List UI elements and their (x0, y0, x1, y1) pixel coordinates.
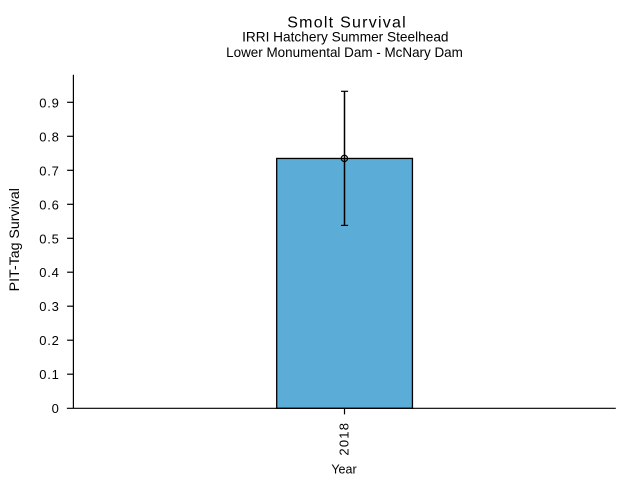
svg-text:Smolt Survival: Smolt Survival (287, 15, 407, 32)
svg-text:0.8: 0.8 (39, 129, 59, 144)
svg-text:2018: 2018 (336, 422, 351, 456)
svg-text:IRRI Hatchery Summer Steelhead: IRRI Hatchery Summer Steelhead (242, 29, 448, 44)
svg-text:0.9: 0.9 (39, 95, 59, 110)
svg-text:0.7: 0.7 (39, 163, 59, 178)
svg-text:PIT-Tag Survival: PIT-Tag Survival (7, 188, 23, 291)
svg-text:0.2: 0.2 (39, 333, 59, 348)
svg-text:0.3: 0.3 (39, 299, 59, 314)
svg-text:Lower Monumental Dam - McNary: Lower Monumental Dam - McNary Dam (226, 45, 463, 60)
svg-text:0.1: 0.1 (39, 367, 59, 382)
svg-text:0.6: 0.6 (39, 197, 59, 212)
svg-text:Year: Year (331, 463, 356, 477)
svg-text:0.4: 0.4 (39, 265, 59, 280)
svg-text:0.5: 0.5 (39, 231, 59, 246)
svg-text:0: 0 (52, 401, 60, 416)
